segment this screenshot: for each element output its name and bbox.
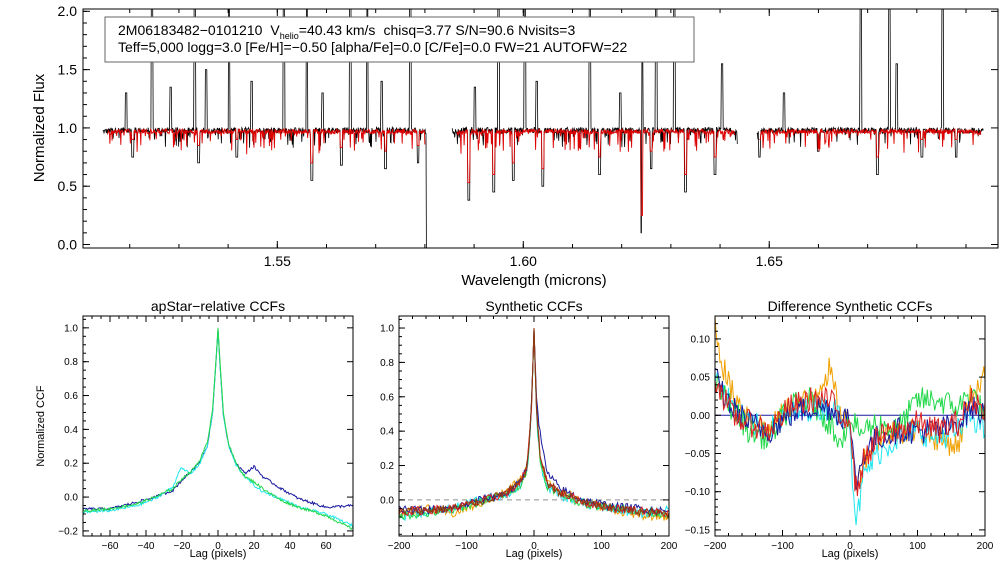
model-spectrum-chip-2 <box>456 127 736 216</box>
y-tick-label: 0.2 <box>380 461 394 472</box>
ccf-series-diff-5 <box>714 379 986 497</box>
ccf-series-synthetic-5 <box>398 327 670 518</box>
annotation-v-value: =40.43 km/s <box>299 22 376 38</box>
x-tick-label: −200 <box>704 541 727 552</box>
x-tick-label: −100 <box>455 541 478 552</box>
apstar-ccf-panel: apStar−relative CCFs −60 −40 −20 0 20 40 60 −0.… <box>35 298 354 560</box>
x-tick-label: 0 <box>215 541 221 552</box>
y-tick-label: 0.8 <box>380 358 394 369</box>
ccf-series-visit-2 <box>82 329 354 528</box>
y-tick-label: 1.0 <box>64 323 78 334</box>
x-tick-label: −40 <box>138 541 155 552</box>
difference-ccf-ticks: −200 −100 0 100 200 −0.15 −0.10 −0.05 0.00 0.05 0.… <box>685 315 994 552</box>
synthetic-ccf-panel: Synthetic CCFs −200 −100 0 100 200 0.0 0.2 0.4 0… <box>380 298 678 560</box>
ccf-series-visit-3 <box>82 327 354 530</box>
annotation-v-subscript: helio <box>280 31 299 41</box>
y-tick-label: 0.8 <box>64 357 78 368</box>
spectrum-plot-area <box>102 8 984 249</box>
spectrum-axes-frame <box>82 8 999 249</box>
synthetic-ccf-plot-area <box>398 327 670 522</box>
x-tick-label: −60 <box>102 541 119 552</box>
synthetic-ccf-title: Synthetic CCFs <box>485 298 582 314</box>
apstar-ccf-xlabel: Lag (pixels) <box>190 548 247 560</box>
annotation-v-label: V <box>270 22 280 38</box>
y-tick-label: 0.0 <box>64 493 78 504</box>
x-tick-label: 100 <box>909 541 926 552</box>
y-tick-label: 0.6 <box>64 391 78 402</box>
y-tick-label: 1.5 <box>58 62 78 78</box>
y-tick-label: 0.4 <box>380 427 394 438</box>
x-tick-label: −200 <box>388 541 411 552</box>
x-tick-label: 40 <box>284 541 296 552</box>
synthetic-ccf-xlabel: Lag (pixels) <box>506 548 563 560</box>
y-tick-label: 1.0 <box>58 120 78 136</box>
x-tick-label: 0 <box>847 541 853 552</box>
y-tick-label: −0.2 <box>58 526 78 537</box>
apstar-ccf-plot-area <box>82 327 354 530</box>
spectrum-panel: 1.55 1.60 1.65 0.0 0.5 1.0 1.5 2.0 2M06183482−0… <box>31 3 999 289</box>
x-tick-label: 20 <box>248 541 260 552</box>
y-tick-label: −0.15 <box>685 525 711 536</box>
x-tick-label: −100 <box>771 541 794 552</box>
spectrum-xlabel: Wavelength (microns) <box>461 272 606 289</box>
ccf-series-synthetic-1 <box>398 327 670 522</box>
x-tick-label: 200 <box>661 541 678 552</box>
y-tick-label: 0.05 <box>691 373 711 384</box>
y-tick-label: 0.2 <box>64 459 78 470</box>
x-tick-label: 100 <box>593 541 610 552</box>
spectrum-ticks: 1.55 1.60 1.65 0.0 0.5 1.0 1.5 2.0 <box>58 3 998 269</box>
annotation-star-id: 2M06183482−0101210 <box>118 22 263 38</box>
difference-ccf-xlabel: Lag (pixels) <box>822 548 879 560</box>
apstar-ccf-ylabel: Normalized CCF <box>35 385 47 467</box>
x-tick-label: 1.60 <box>510 253 537 269</box>
ccf-series-visit-1 <box>82 329 354 512</box>
annotation-line-2: Teff=5,000 logg=3.0 [Fe/H]=−0.50 [alpha/… <box>118 39 627 55</box>
y-tick-label: 0.00 <box>691 411 711 422</box>
apstar-ccf-ticks: −60 −40 −20 0 20 40 60 −0.2 0.0 0.2 0.4 0.6 0.8 1.0 <box>58 316 354 552</box>
difference-ccf-panel: Difference Synthetic CCFs −200 −100 0 100 20… <box>685 298 994 560</box>
y-tick-label: 0.4 <box>64 425 78 436</box>
y-tick-label: 2.0 <box>58 3 78 19</box>
ccf-series-synthetic-4 <box>398 329 670 516</box>
ccf-series-diff-2 <box>714 370 986 526</box>
difference-ccf-plot-area <box>714 315 986 526</box>
apstar-ccf-title: apStar−relative CCFs <box>151 298 285 314</box>
model-spectrum-chip-1 <box>107 127 426 164</box>
annotation-line-1: 2M06183482−0101210 Vhelio=40.43 km/s chisq… <box>118 22 575 41</box>
annotation-frame <box>104 16 695 63</box>
spectrum-annotation-box: 2M06183482−0101210 Vhelio=40.43 km/s chisq… <box>104 16 695 63</box>
y-tick-label: 0.6 <box>380 392 394 403</box>
y-tick-label: 1.0 <box>380 324 394 335</box>
spectrum-ylabel: Normalized Flux <box>31 73 48 182</box>
y-tick-label: 0.10 <box>691 334 711 345</box>
x-tick-label: 200 <box>977 541 994 552</box>
y-tick-label: 0.0 <box>58 236 78 252</box>
ccf-series-synthetic-3 <box>398 329 670 521</box>
x-tick-label: −20 <box>174 541 191 552</box>
x-tick-label: 1.55 <box>264 253 291 269</box>
y-tick-label: 0.0 <box>380 495 394 506</box>
ccf-series-synthetic-2 <box>398 329 670 522</box>
y-tick-label: −0.10 <box>685 487 711 498</box>
annotation-stats: chisq=3.77 S/N=90.6 Nvisits=3 <box>383 22 575 38</box>
model-spectrum-chip-3 <box>759 127 982 158</box>
synthetic-ccf-axes-frame <box>398 315 670 537</box>
x-tick-label: 0 <box>531 541 537 552</box>
ccf-series-synthetic-6 <box>398 327 670 520</box>
synthetic-ccf-ticks: −200 −100 0 100 200 0.0 0.2 0.4 0.6 0.8 1.0 <box>380 316 678 552</box>
observed-spectrum-chip-3 <box>756 8 984 176</box>
y-tick-label: −0.05 <box>685 449 711 460</box>
x-tick-label: 1.65 <box>756 253 783 269</box>
difference-ccf-title: Difference Synthetic CCFs <box>768 298 933 314</box>
y-tick-label: 0.5 <box>58 178 78 194</box>
x-tick-label: 60 <box>320 541 332 552</box>
